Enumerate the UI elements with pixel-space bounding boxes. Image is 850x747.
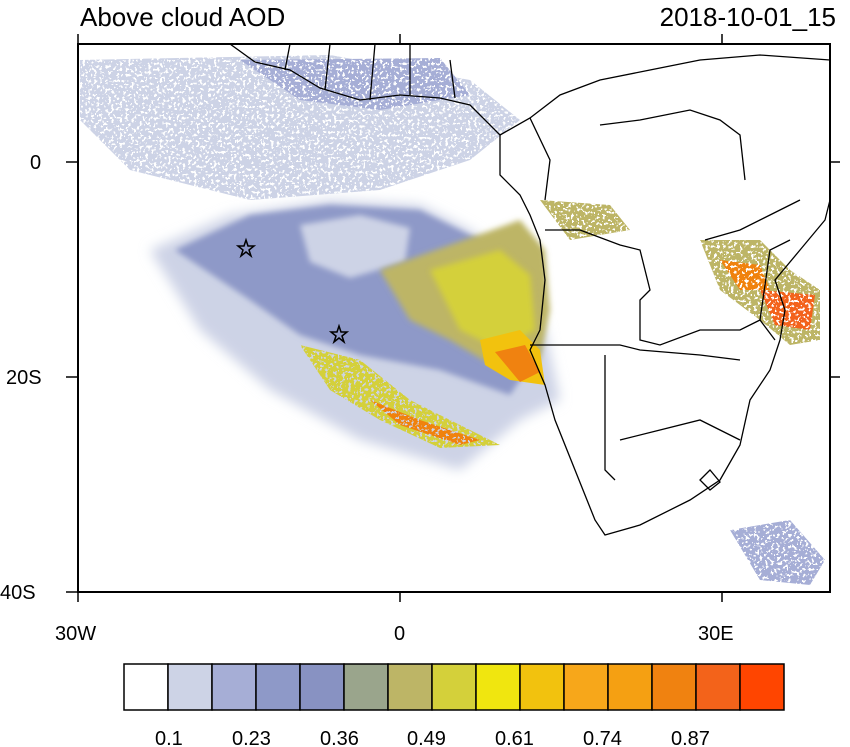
- y-tick-20s: 20S: [6, 367, 42, 389]
- colorbar-label-0.87: 0.87: [671, 728, 710, 747]
- colorbar-box-11: [607, 663, 653, 711]
- colorbar-box-9: [519, 663, 565, 711]
- map-timestamp: 2018-10-01_15: [659, 2, 836, 32]
- colorbar-box-4: [299, 663, 345, 711]
- colorbar-label-0.74: 0.74: [583, 728, 622, 747]
- y-tick-40s: 40S: [0, 582, 36, 604]
- colorbar-box-2: [211, 663, 257, 711]
- colorbar-box-10: [563, 663, 609, 711]
- coastlines: [229, 44, 830, 536]
- colorbar-label-0.49: 0.49: [407, 728, 446, 747]
- axis-ticks: [66, 34, 840, 602]
- colorbar-box-6: [387, 663, 433, 711]
- x-tick-0: 0: [394, 623, 405, 645]
- x-tick-30e: 30E: [698, 623, 734, 645]
- colorbar-box-12: [651, 663, 697, 711]
- colorbar-label-0.61: 0.61: [495, 728, 534, 747]
- colorbar-box-7: [431, 663, 477, 711]
- map-frame: [77, 43, 831, 593]
- colorbar-box-8: [475, 663, 521, 711]
- y-tick-0: 0: [30, 152, 41, 174]
- star-marker-1: [235, 237, 257, 259]
- colorbar-label-0.1: 0.1: [155, 728, 183, 747]
- colorbar-box-1: [167, 663, 213, 711]
- colorbar-box-0: [123, 663, 169, 711]
- star-marker-2: [328, 323, 350, 345]
- colorbar-label-0.36: 0.36: [320, 728, 359, 747]
- aod-field: [80, 55, 825, 585]
- colorbar: [123, 663, 785, 711]
- colorbar-box-14: [739, 663, 785, 711]
- map-title: Above cloud AOD: [80, 2, 286, 32]
- colorbar-box-13: [695, 663, 741, 711]
- colorbar-box-5: [343, 663, 389, 711]
- colorbar-label-0.23: 0.23: [232, 728, 271, 747]
- colorbar-box-3: [255, 663, 301, 711]
- x-tick-30w: 30W: [55, 623, 96, 645]
